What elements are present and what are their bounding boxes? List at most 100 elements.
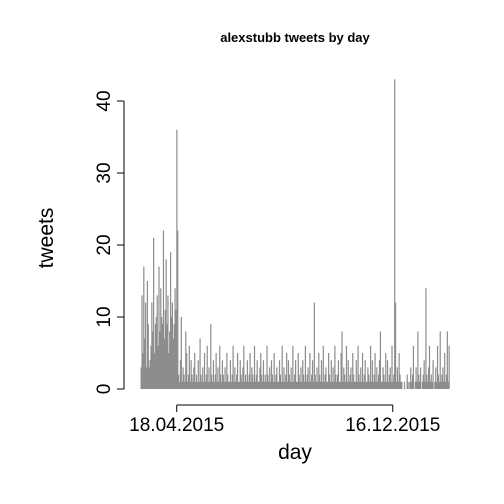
- bar: [188, 345, 190, 389]
- bar: [195, 374, 198, 389]
- bar: [202, 367, 204, 389]
- bar: [375, 381, 377, 389]
- bar: [228, 381, 231, 389]
- bar: [240, 374, 242, 389]
- bar: [317, 381, 319, 389]
- bar: [440, 381, 442, 389]
- bar: [430, 374, 432, 389]
- bar: [355, 360, 357, 389]
- bar: [155, 317, 157, 389]
- bar: [395, 381, 398, 389]
- bar: [250, 381, 252, 389]
- bar: [367, 367, 369, 389]
- bar: [439, 331, 441, 389]
- bar: [278, 360, 281, 389]
- bar: [284, 381, 286, 389]
- bar: [427, 381, 429, 389]
- bar: [193, 367, 195, 389]
- bar: [361, 381, 363, 389]
- bar: [342, 381, 344, 389]
- bar: [229, 360, 232, 389]
- bar: [432, 360, 434, 389]
- bar: [264, 374, 266, 389]
- bar: [183, 374, 185, 389]
- bar: [307, 367, 309, 389]
- bar: [397, 381, 399, 389]
- bar: [196, 381, 198, 389]
- bar: [364, 360, 366, 389]
- bar: [223, 381, 225, 389]
- bar: [349, 374, 351, 389]
- bar: [268, 381, 270, 389]
- bar: [431, 381, 433, 389]
- bar: [206, 345, 208, 389]
- bar: [159, 331, 161, 389]
- bar: [419, 381, 421, 389]
- y-axis-label: tweets: [35, 208, 58, 269]
- bar: [187, 374, 190, 389]
- bar: [297, 353, 299, 389]
- bar: [151, 302, 153, 389]
- bar: [312, 381, 315, 389]
- bar: [400, 381, 402, 389]
- bar: [145, 367, 148, 389]
- bar: [217, 367, 219, 389]
- bar: [186, 353, 188, 389]
- bar: [211, 374, 213, 389]
- bar: [378, 374, 380, 389]
- bar: [194, 353, 196, 389]
- bar: [191, 374, 193, 389]
- bar: [339, 381, 341, 389]
- bar: [148, 367, 150, 389]
- bar: [336, 374, 339, 389]
- bar: [145, 302, 147, 389]
- bar: [423, 360, 425, 389]
- y-axis: 0 10 20 30 40: [94, 90, 125, 394]
- bar: [234, 367, 236, 389]
- bar: [239, 360, 241, 389]
- bar: [178, 374, 180, 389]
- bar: [270, 381, 272, 389]
- bar: [263, 381, 265, 389]
- bar: [434, 381, 436, 389]
- x-axis-label: day: [278, 441, 312, 464]
- bar: [157, 345, 159, 389]
- y-tick-label: 20: [94, 234, 115, 255]
- bar: [369, 381, 371, 389]
- bar: [190, 360, 192, 389]
- bar: [287, 360, 290, 389]
- bar: [424, 381, 426, 389]
- bar: [161, 324, 164, 389]
- bar: [394, 302, 397, 389]
- bar: [213, 381, 215, 389]
- bar: [162, 230, 165, 389]
- bar: [311, 360, 314, 389]
- bar: [246, 360, 248, 389]
- bar: [270, 360, 273, 389]
- bar: [389, 367, 391, 389]
- bar: [328, 374, 331, 389]
- bar: [247, 381, 249, 389]
- bar: [387, 381, 390, 389]
- bar: [335, 374, 337, 389]
- x-tick-label: 16.12.2015: [345, 415, 440, 436]
- bar: [221, 360, 223, 389]
- bar: [383, 374, 385, 389]
- bar: [212, 360, 215, 389]
- bar: [208, 367, 210, 389]
- bar: [257, 381, 259, 389]
- x-axis: 18.04.2015 16.12.2015: [129, 404, 440, 436]
- bar: [235, 381, 237, 389]
- bar: [258, 381, 260, 389]
- bar: [380, 381, 382, 389]
- bar: [328, 353, 330, 389]
- bar: [249, 353, 251, 389]
- bar: [429, 381, 431, 389]
- bar: [322, 345, 324, 389]
- bar: [282, 381, 284, 389]
- bar: [173, 324, 175, 389]
- bar: [265, 381, 267, 389]
- bar: [399, 374, 401, 389]
- bar: [259, 367, 261, 389]
